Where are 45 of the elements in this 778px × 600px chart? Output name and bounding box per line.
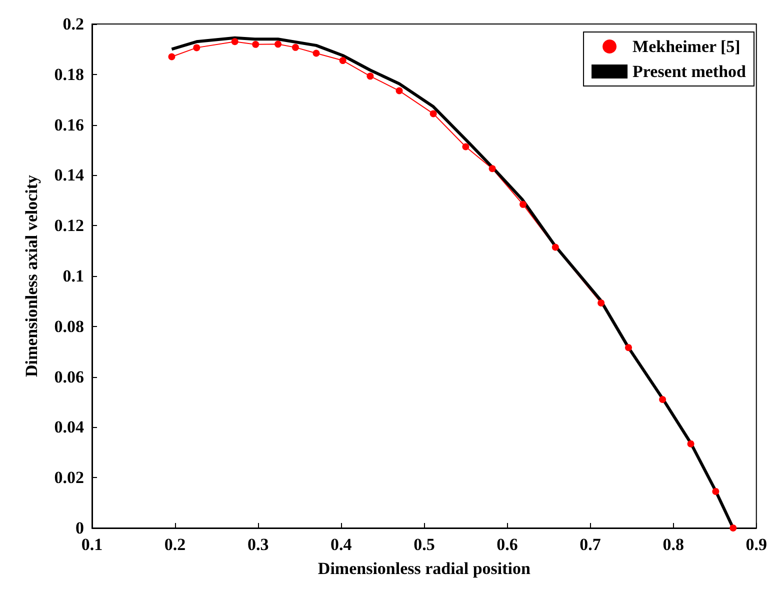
point [598, 299, 605, 306]
point [193, 44, 200, 52]
point [366, 72, 374, 80]
y-tick-label: 0 [76, 518, 84, 538]
point [552, 244, 559, 251]
x-tick-label: 0.4 [330, 535, 352, 554]
y-tick-label: 0.18 [54, 64, 84, 84]
point [659, 396, 666, 403]
point [520, 200, 527, 208]
point [231, 38, 238, 46]
y-axis-title: Dimensionless axial velocity [22, 174, 41, 378]
y-tick-label: 0.14 [54, 166, 84, 185]
x-tick-label: 0.2 [164, 535, 186, 554]
point [274, 40, 282, 48]
y-tick-label: 0.2 [62, 14, 84, 34]
point [730, 524, 737, 532]
point [396, 87, 403, 94]
x-tick-label: 0.8 [662, 535, 684, 554]
y-tick-label: 0.1 [62, 266, 84, 286]
x-axis-title: Dimensionless radial position [318, 559, 531, 578]
point [252, 40, 260, 48]
point [687, 440, 694, 448]
y-tick-label: 0.06 [54, 367, 84, 386]
point [462, 143, 470, 150]
point [339, 57, 346, 64]
x-tick-label: 0.6 [496, 535, 518, 554]
x-tick-label: 0.1 [81, 535, 103, 554]
point [488, 165, 496, 172]
y-tick-label: 0.12 [54, 216, 84, 236]
point [312, 50, 320, 57]
x-tick-label: 0.7 [580, 535, 602, 554]
point [712, 488, 720, 495]
y-tick-label: 0.16 [54, 115, 84, 134]
legend-label: Present method [632, 62, 747, 81]
legend-label: Mekheimer [5] [632, 37, 740, 56]
point [292, 44, 299, 51]
x-tick-label: 0.9 [746, 535, 767, 554]
point [430, 110, 437, 118]
point [624, 344, 632, 352]
point [168, 53, 176, 60]
y-tick-label: 0.04 [54, 418, 84, 437]
x-tick-label: 0.3 [247, 535, 269, 554]
y-tick-label: 0.02 [54, 468, 84, 488]
y-tick-label: 0.08 [54, 316, 84, 336]
x-tick-label: 0.5 [414, 535, 435, 554]
